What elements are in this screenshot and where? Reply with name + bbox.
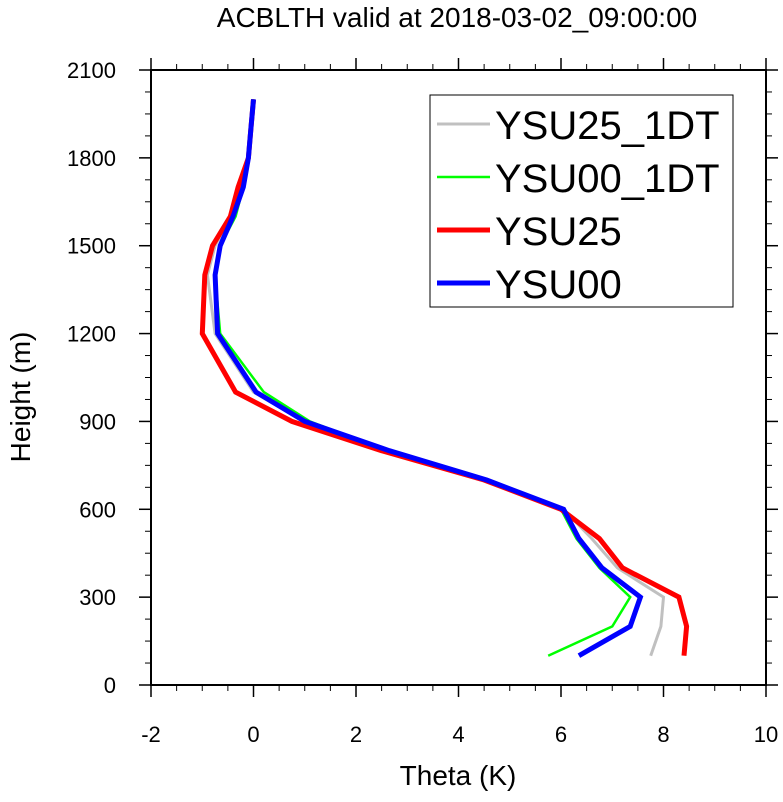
major-ticks <box>139 58 778 697</box>
legend-label: YSU25 <box>495 210 622 254</box>
series-lines <box>199 99 690 658</box>
legend-box <box>429 94 734 308</box>
y-tick-label: 900 <box>79 409 116 434</box>
legend: YSU25_1DT YSU00_1DT YSU25 YSU00 <box>429 94 734 308</box>
x-tick-label: 6 <box>555 722 567 747</box>
legend-label: YSU00_1DT <box>495 157 720 201</box>
legend-entries: YSU25_1DT YSU00_1DT YSU25 YSU00 <box>437 104 720 307</box>
legend-label: YSU00 <box>495 263 622 307</box>
x-axis-label: Theta (K) <box>400 760 517 791</box>
y-tick-label: 1200 <box>67 322 116 347</box>
y-tick-label: 600 <box>79 497 116 522</box>
x-tick-label: 2 <box>350 722 362 747</box>
x-tick-label: 8 <box>657 722 669 747</box>
legend-label: YSU25_1DT <box>495 104 720 148</box>
y-tick-label: 300 <box>79 585 116 610</box>
y-tick-label: 1500 <box>67 234 116 259</box>
y-tick-label: 2100 <box>67 58 116 83</box>
y-tick-label: 1800 <box>67 146 116 171</box>
y-axis-label: Height (m) <box>5 332 36 463</box>
chart-title: ACBLTH valid at 2018-03-02_09:00:00 <box>217 2 697 33</box>
y-tick-labels: 0 300 600 900 1200 1500 1800 2100 <box>67 58 116 698</box>
y-tick-label: 0 <box>104 673 116 698</box>
x-tick-label: 0 <box>247 722 259 747</box>
series-line-ysu25 <box>199 99 690 656</box>
x-tick-label: 10 <box>754 722 778 747</box>
x-tick-label: -2 <box>141 722 161 747</box>
x-tick-labels: -2 0 2 4 6 8 10 <box>141 722 778 747</box>
series-line-ysu00 <box>212 99 644 658</box>
x-tick-label: 4 <box>452 722 464 747</box>
plot-frame <box>150 69 767 686</box>
